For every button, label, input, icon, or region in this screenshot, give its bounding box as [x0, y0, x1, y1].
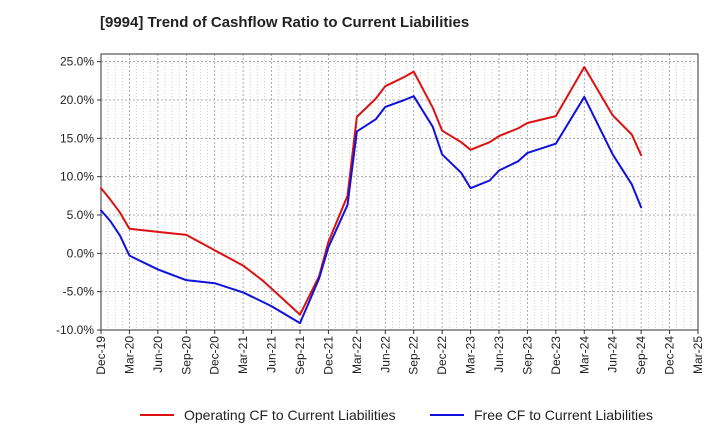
series-lines: [100, 66, 643, 325]
legend-swatch-free-cf: [430, 414, 464, 416]
legend-item-free-cf: Free CF to Current Liabilities: [430, 404, 653, 426]
x-tick-label: Sep-23: [520, 336, 534, 375]
x-tick-label: Dec-23: [549, 336, 563, 375]
legend: Operating CF to Current Liabilities Free…: [0, 404, 720, 426]
x-tick-label: Mar-21: [236, 336, 250, 374]
x-tick-label: Sep-24: [634, 336, 648, 375]
y-tick-label: 5.0%: [67, 208, 95, 222]
y-tick-label: -10.0%: [56, 323, 94, 337]
x-tick-label: Mar-24: [577, 336, 591, 374]
legend-swatch-operating-cf: [140, 414, 174, 416]
x-tick-label: Jun-24: [606, 336, 620, 373]
x-tick-label: Jun-23: [492, 336, 506, 373]
y-axis: 25.0% 20.0% 15.0% 10.0% 5.0% 0.0% -5.0% -10.0%: [56, 55, 101, 337]
x-tick-label: Mar-20: [122, 336, 136, 374]
y-tick-label: 20.0%: [60, 93, 94, 107]
y-tick-label: 25.0%: [60, 55, 94, 69]
chart-title: [9994] Trend of Cashflow Ratio to Curren…: [100, 14, 470, 31]
series-line-operating-cf: [100, 66, 643, 316]
x-tick-label: Sep-20: [179, 336, 193, 375]
x-tick-label: Sep-21: [293, 336, 307, 375]
grid: [101, 54, 698, 330]
x-tick-label: Jun-22: [378, 336, 392, 373]
legend-item-operating-cf: Operating CF to Current Liabilities: [140, 404, 396, 426]
x-tick-label: Jun-21: [265, 336, 279, 373]
x-axis: Dec-19 Mar-20 Jun-20 Sep-20 Dec-20 Mar-21 Jun-…: [94, 330, 705, 375]
x-tick-label: Dec-22: [435, 336, 449, 375]
x-tick-label: Jun-20: [151, 336, 165, 373]
legend-label-operating-cf: Operating CF to Current Liabilities: [184, 407, 396, 423]
x-tick-label: Dec-19: [94, 336, 108, 375]
x-tick-label: Mar-22: [350, 336, 364, 374]
series-line-free-cf: [100, 95, 643, 325]
x-tick-label: Dec-21: [321, 336, 335, 375]
x-tick-label: Dec-24: [663, 336, 677, 375]
y-tick-label: 0.0%: [67, 246, 95, 260]
legend-label-free-cf: Free CF to Current Liabilities: [474, 407, 653, 423]
y-tick-label: 10.0%: [60, 170, 94, 184]
x-tick-label: Sep-22: [407, 336, 421, 375]
y-tick-label: -5.0%: [63, 285, 95, 299]
x-tick-label: Mar-25: [691, 336, 705, 374]
y-tick-label: 15.0%: [60, 131, 94, 145]
plot-area: [100, 53, 699, 331]
x-tick-label: Mar-23: [464, 336, 478, 374]
x-tick-label: Dec-20: [208, 336, 222, 375]
